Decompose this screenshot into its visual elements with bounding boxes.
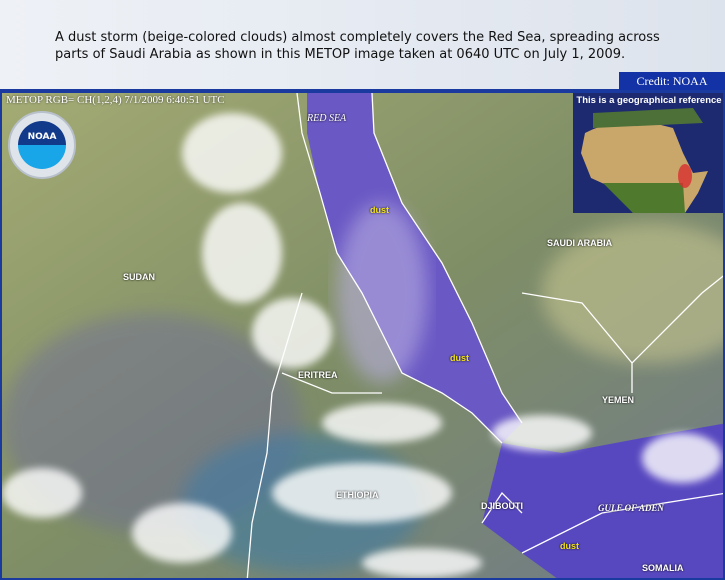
label-eritrea: ERITREA [298,370,338,380]
label-somalia: SOMALIA [642,563,684,573]
clouds [2,113,722,578]
label-red-sea: RED SEA [307,113,347,124]
label-dust: dust [370,205,389,215]
label-dust: dust [450,353,469,363]
label-yemen: YEMEN [602,395,635,405]
label-ethiopia: ETHIOPIA [336,490,379,500]
satellite-image: METOP RGB= CH(1,2,4) 7/1/2009 6:40:51 UT… [0,91,725,580]
label-gulf-of-aden: GULF OF ADEN [598,503,664,513]
label-saudi-arabia: SAUDI ARABIA [547,238,613,248]
noaa-logo-text: NOAA [18,121,66,169]
label-sudan: SUDAN [123,272,156,282]
caption-area: A dust storm (beige-colored clouds) almo… [0,0,725,91]
borders [246,93,723,578]
noaa-logo: NOAA [8,111,76,179]
geographic-reference-inset: This is a geographical reference [573,93,723,213]
caption-text: A dust storm (beige-colored clouds) almo… [55,30,660,62]
image-timestamp: METOP RGB= CH(1,2,4) 7/1/2009 6:40:51 UT… [6,94,225,106]
inset-title: This is a geographical reference [576,95,722,106]
credit-label: Credit: NOAA [619,72,725,90]
label-dust: dust [560,541,579,551]
area-highlight [678,164,692,188]
africa-map [581,108,708,213]
label-djibouti: DJIBOUTI [481,501,524,511]
